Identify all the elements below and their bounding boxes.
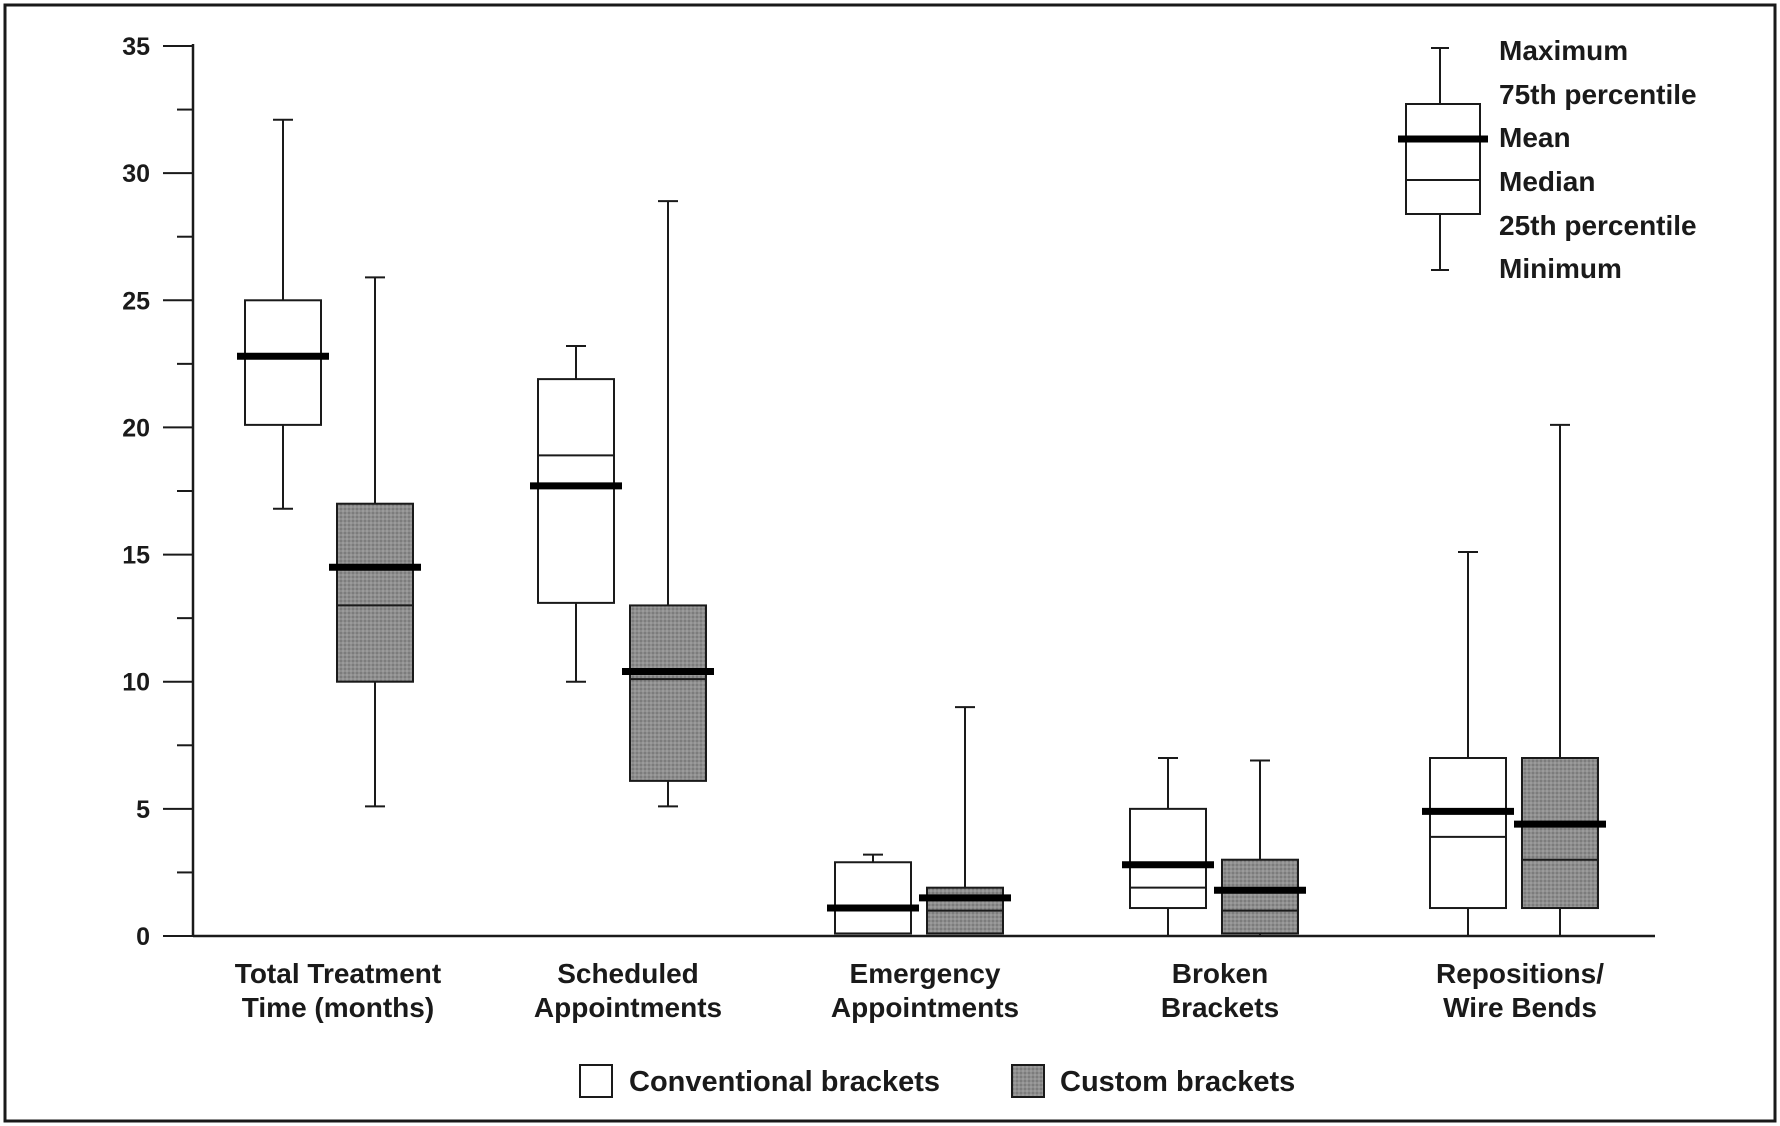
y-tick-label: 20 [122, 414, 150, 442]
box-custom-3 [1214, 759, 1306, 936]
iqr-box [834, 861, 912, 935]
key-label-mean: Mean [1499, 122, 1571, 153]
axes: 0 5 10 15 20 25 30 35 [122, 33, 1655, 951]
key-label-q1: 25th percentile [1499, 210, 1697, 241]
box-custom-4 [1514, 423, 1606, 936]
category-label-line: Repositions/ [1436, 958, 1604, 989]
category-label-4: Repositions/Wire Bends [1436, 958, 1604, 1023]
category-labels: Total Treatment Time (months)Scheduled App… [235, 958, 1604, 1023]
iqr-box [537, 378, 615, 604]
category-label-line: Broken [1172, 958, 1268, 989]
legend-label-conventional: Conventional brackets [629, 1066, 940, 1098]
iqr-box [1521, 757, 1599, 910]
category-label-0: Total Treatment Time (months) [235, 958, 441, 1023]
box-conventional-3 [1122, 757, 1214, 936]
category-label-line: Appointments [831, 992, 1019, 1023]
box-custom-0 [329, 276, 421, 808]
category-label-line: Time (months) [242, 992, 434, 1023]
iqr-box [1129, 807, 1207, 910]
box-key: Maximum 75th percentile Mean Median 25th… [1398, 35, 1697, 284]
y-tick-label: 5 [136, 796, 150, 824]
box-conventional-0 [237, 118, 329, 510]
category-label-line: Total Treatment [235, 958, 441, 989]
legend-swatch-conventional [579, 1064, 613, 1098]
legend-swatch-custom [1011, 1064, 1045, 1098]
box-custom-1 [622, 200, 714, 808]
category-label-2: Emergency Appointments [831, 958, 1019, 1023]
category-label-line: Emergency [850, 958, 1001, 989]
y-tick-label: 10 [122, 669, 150, 697]
key-box [1405, 103, 1481, 215]
iqr-box [336, 502, 414, 683]
iqr-box [629, 604, 707, 782]
plot-area [237, 118, 1606, 936]
key-label-maximum: Maximum [1499, 35, 1628, 66]
category-label-line: Scheduled [557, 958, 699, 989]
category-label-line: Appointments [534, 992, 722, 1023]
box-conventional-1 [530, 345, 622, 683]
category-label-line: Wire Bends [1443, 992, 1597, 1023]
iqr-box [244, 299, 322, 426]
y-tick-label: 0 [136, 923, 150, 951]
category-label-3: Broken Brackets [1161, 958, 1279, 1023]
legend-label-custom: Custom brackets [1060, 1066, 1295, 1098]
box-custom-2 [919, 706, 1011, 935]
y-tick-label: 15 [122, 542, 150, 570]
key-label-minimum: Minimum [1499, 253, 1622, 284]
box-conventional-4 [1422, 551, 1514, 936]
y-tick-label: 35 [122, 33, 150, 61]
category-label-1: Scheduled Appointments [534, 958, 722, 1023]
key-label-q3: 75th percentile [1499, 79, 1697, 110]
y-tick-label: 30 [122, 160, 150, 188]
box-conventional-2 [827, 853, 919, 935]
chart-frame [3, 3, 1777, 1123]
iqr-box [1429, 757, 1507, 910]
category-label-line: Brackets [1161, 992, 1279, 1023]
legend: Conventional brackets Custom brackets [579, 1064, 1295, 1098]
iqr-box [1221, 858, 1299, 935]
y-tick-label: 25 [122, 287, 150, 315]
key-label-median: Median [1499, 166, 1595, 197]
